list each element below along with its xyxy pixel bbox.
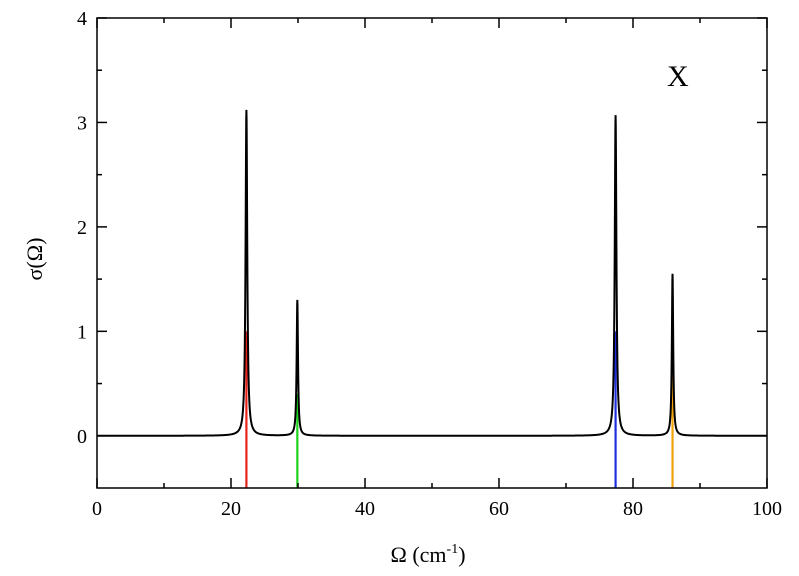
x-tick-label: 20 [221,498,241,520]
spectrum-line [97,109,767,437]
x-axis-label: Ω (cm-1) [390,542,465,567]
x-tick-label: 40 [355,498,375,520]
spectrum-series [97,109,767,437]
x-tick-label: 100 [752,498,782,520]
tick-labels: 0 20 40 60 80 100 0 1 2 3 4 [77,8,782,520]
y-tick-label: 1 [77,321,87,343]
x-tick-label: 60 [489,498,509,520]
y-tick-label: 2 [77,217,87,239]
y-tick-label: 3 [77,112,87,134]
y-tick-label: 4 [77,8,87,30]
chart-annotation: X [667,60,689,93]
x-tick-label: 0 [92,498,102,520]
axis-ticks [96,17,768,488]
y-tick-label: 0 [77,426,87,448]
stick-markers [245,331,674,488]
x-tick-label: 80 [623,498,643,520]
y-axis-label: σ(Ω) [22,238,47,281]
